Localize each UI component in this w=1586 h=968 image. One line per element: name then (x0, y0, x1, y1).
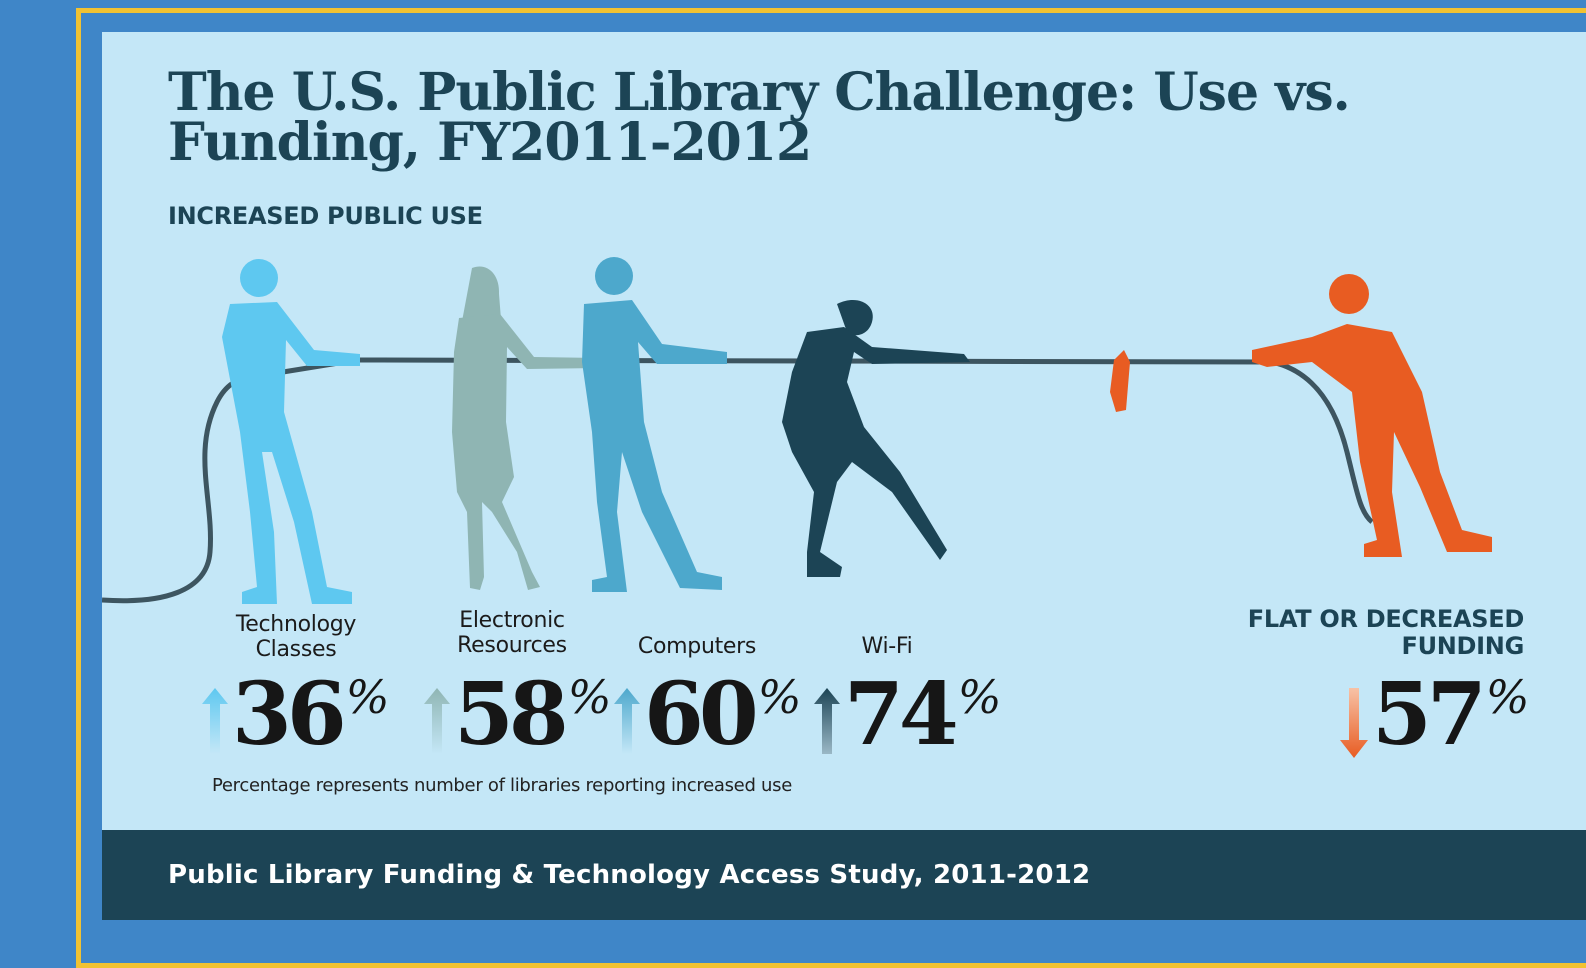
down-arrow-icon (1340, 688, 1368, 758)
percent-symbol: % (757, 670, 802, 724)
value-electronic-resources: 58 (454, 664, 569, 765)
up-arrow-icon (614, 688, 640, 754)
figure-electronic-resources (452, 266, 600, 590)
rope-left-tail (102, 374, 253, 604)
figure-funding (1252, 274, 1492, 557)
percent-funding: 57 % (1340, 672, 1529, 758)
percent-symbol: % (345, 670, 390, 724)
rope-center-flag (1110, 350, 1130, 412)
source-footer: Public Library Funding & Technology Acce… (102, 830, 1586, 920)
figure-technology-classes (222, 259, 360, 604)
use-section-label: INCREASED PUBLIC USE (168, 202, 483, 230)
figure-computers (582, 257, 727, 592)
infographic-panel: The U.S. Public Library Challenge: Use v… (102, 32, 1586, 920)
rope-right-tail (1271, 359, 1374, 524)
category-label-wifi: Wi-Fi (861, 634, 913, 659)
figure-wifi (782, 300, 970, 577)
category-label-technology-classes: Technology Classes (235, 612, 357, 662)
up-arrow-icon (202, 688, 228, 754)
value-wifi: 74 (844, 664, 959, 765)
value-funding: 57 (1372, 664, 1487, 765)
footnote: Percentage represents number of librarie… (212, 775, 792, 796)
value-technology-classes: 36 (232, 664, 347, 765)
percent-symbol: % (1485, 670, 1530, 724)
up-arrow-icon (424, 688, 450, 754)
percent-technology-classes: 36 % (202, 672, 389, 758)
up-arrow-icon (814, 688, 840, 754)
page-title: The U.S. Public Library Challenge: Use v… (168, 62, 1351, 173)
source-text: Public Library Funding & Technology Acce… (168, 860, 1091, 890)
funding-section-label: FLAT OR DECREASED FUNDING (1247, 605, 1525, 660)
category-label-computers: Computers (637, 634, 757, 659)
percent-symbol: % (957, 670, 1002, 724)
value-computers: 60 (644, 664, 759, 765)
percent-symbol: % (567, 670, 612, 724)
tug-of-war-illustration (102, 257, 1492, 604)
percent-computers: 60 % (614, 672, 801, 758)
percent-wifi: 74 % (814, 672, 1001, 758)
percent-electronic-resources: 58 % (424, 672, 611, 758)
category-label-electronic-resources: Electronic Resources (457, 608, 567, 658)
